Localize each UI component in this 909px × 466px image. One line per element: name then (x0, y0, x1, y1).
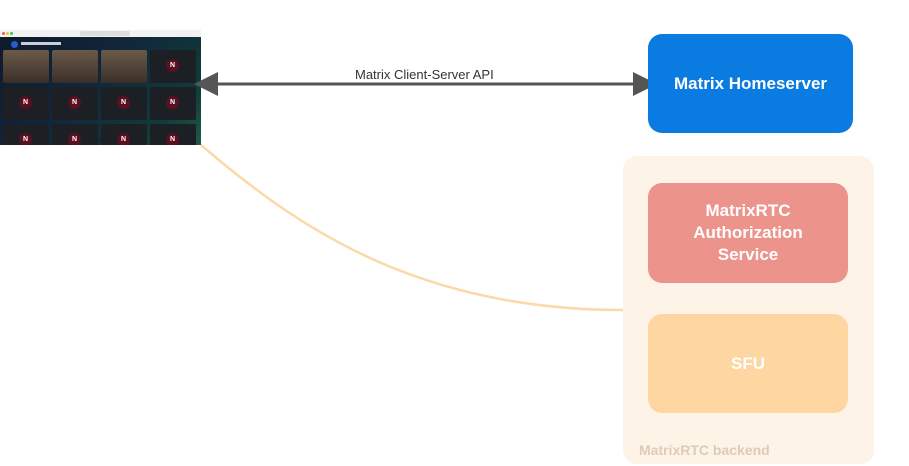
participant-tile: N (150, 50, 196, 83)
participant-tile: N (52, 87, 98, 120)
window-minimize-dot (6, 32, 9, 35)
participant-tile: N (150, 87, 196, 120)
participant-tile: N (3, 124, 49, 145)
participant-avatar: N (117, 96, 130, 109)
participant-avatar: N (19, 96, 32, 109)
matrixrtc-auth-service-node: MatrixRTC Authorization Service (648, 183, 848, 283)
backend-label: MatrixRTC backend (639, 442, 770, 458)
participant-avatar: N (166, 59, 179, 72)
participant-avatar: N (166, 133, 179, 145)
room-avatar (11, 41, 18, 48)
participant-tile (52, 50, 98, 83)
participant-avatar: N (117, 133, 130, 145)
auth-label-line: Authorization (693, 223, 803, 242)
call-controls (80, 138, 120, 143)
participant-avatar: N (166, 96, 179, 109)
client-server-api-label: Matrix Client-Server API (355, 67, 494, 82)
participant-tile: N (3, 87, 49, 120)
browser-chrome (0, 30, 201, 37)
auth-label-line: MatrixRTC (705, 201, 791, 220)
participant-tile: N (101, 87, 147, 120)
participant-tile (3, 50, 49, 83)
room-title (21, 42, 61, 45)
client-sfu-connection (200, 144, 624, 312)
window-close-dot (2, 32, 5, 35)
participant-avatar: N (68, 96, 81, 109)
participant-tile: N (52, 124, 98, 145)
element-call-client-screenshot: N N N N N N N N N (0, 30, 201, 145)
participant-avatar: N (19, 133, 32, 145)
address-bar (80, 31, 130, 36)
sfu-label: SFU (731, 353, 765, 373)
participant-tile (101, 50, 147, 83)
participant-avatar: N (68, 133, 81, 145)
participant-tile: N (150, 124, 196, 145)
homeserver-label: Matrix Homeserver (673, 73, 828, 93)
sfu-node: SFU (648, 314, 848, 413)
window-zoom-dot (10, 32, 13, 35)
participant-tile: N (101, 124, 147, 145)
auth-label-line: Service (717, 245, 779, 264)
matrix-homeserver-node: Matrix Homeserver (648, 34, 853, 133)
